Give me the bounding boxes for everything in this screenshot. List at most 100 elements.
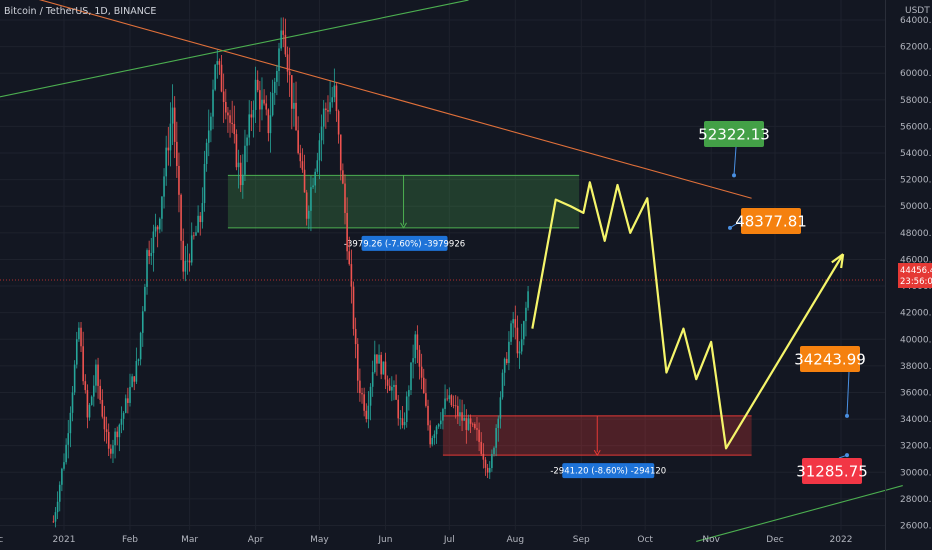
candle-body — [493, 447, 495, 455]
candle-body — [280, 30, 282, 49]
time-tick-label: Nov — [702, 535, 720, 545]
candle-body — [322, 108, 325, 127]
candle-body — [410, 362, 412, 391]
candle-body — [188, 260, 191, 263]
level-anchor-dot — [845, 413, 849, 418]
candle-body — [261, 99, 263, 110]
candle-body — [65, 444, 67, 463]
candle-body — [127, 398, 129, 403]
candle-body — [67, 433, 70, 445]
candle-body — [237, 162, 240, 168]
candle-body — [484, 459, 487, 468]
candle-body — [488, 468, 491, 473]
candle-body — [276, 70, 278, 82]
candle-body — [78, 327, 80, 340]
candle-body — [382, 361, 385, 375]
candle-body — [527, 291, 529, 308]
candle-body — [58, 484, 61, 502]
candle-body — [250, 114, 253, 118]
price-tick-label: 26000.00 — [900, 522, 932, 532]
candle-body — [512, 319, 514, 324]
candle-body — [195, 232, 197, 236]
price-tick-label: 48000.00 — [900, 229, 932, 239]
level-labels[interactable]: 52322.13 48377.81 34243.99 31285.75 — [698, 121, 868, 484]
time-tick-label: Feb — [122, 535, 138, 545]
level-connector — [733, 146, 737, 176]
candle-body — [146, 250, 148, 287]
time-tick-label: Jul — [443, 535, 455, 545]
level-label-bg[interactable] — [741, 208, 801, 234]
candle-body — [190, 235, 193, 263]
candle-body — [271, 92, 274, 116]
candle-body — [52, 521, 55, 523]
candle-body — [399, 418, 402, 420]
candle-body — [308, 210, 310, 219]
candle-body — [431, 437, 434, 445]
candle-body — [463, 418, 466, 421]
projection-line[interactable] — [531, 181, 845, 450]
candle-body — [401, 418, 404, 426]
candle-body — [361, 393, 363, 395]
candle-body — [378, 354, 380, 364]
candle-body — [141, 311, 144, 333]
candle-body — [356, 344, 359, 381]
candle-body — [520, 339, 523, 352]
candle-body — [333, 85, 336, 98]
candle-body — [212, 89, 214, 117]
candle-body — [510, 323, 512, 342]
candle-body — [525, 307, 527, 322]
candle-body — [354, 328, 357, 345]
time-axis[interactable]: ec 2021 Feb Mar Apr May Jun Jul Aug Sep Oct Nov Dec 2… — [0, 535, 852, 545]
price-tick-label: 52000.00 — [900, 176, 932, 186]
time-tick-label: Aug — [507, 535, 525, 545]
candle-body — [131, 376, 133, 387]
candle-body — [184, 260, 187, 272]
candle-body — [482, 453, 485, 460]
candle-body — [365, 410, 368, 420]
candle-body — [448, 395, 451, 400]
candle-body — [99, 385, 101, 400]
price-tick-label: 42000.00 — [900, 309, 932, 319]
candle-body — [233, 124, 236, 135]
candle-body — [397, 399, 400, 419]
candle-body — [122, 412, 125, 419]
candle-body — [203, 163, 206, 204]
candle-body — [244, 145, 246, 175]
chart-title: Bitcoin / TetherUS, 1D, BINANCE — [4, 6, 156, 17]
candle-body — [386, 379, 389, 386]
candle-body — [408, 390, 410, 397]
trendlines[interactable] — [0, 0, 903, 542]
level-label-bg[interactable] — [802, 458, 862, 484]
candle-body — [339, 134, 342, 171]
candle-body — [239, 162, 242, 186]
candle-body — [242, 174, 244, 186]
projection-path[interactable] — [531, 181, 845, 450]
candle-body — [154, 226, 157, 232]
last-price-tag-bg — [898, 263, 932, 288]
candle-body — [371, 372, 374, 387]
candle-body — [156, 226, 159, 230]
candle-body — [491, 454, 493, 469]
candle-body — [316, 160, 319, 172]
candle-body — [501, 372, 504, 398]
level-label-bg[interactable] — [704, 121, 764, 147]
candle-body — [412, 358, 414, 363]
level-label-bg[interactable] — [800, 346, 860, 372]
candle-body — [273, 81, 276, 93]
candle-body — [144, 286, 146, 312]
candle-body — [476, 428, 478, 430]
candle-body — [318, 140, 321, 161]
candle-body — [231, 122, 233, 125]
candle-body — [222, 91, 225, 103]
level-label-value: 31285.75 — [796, 463, 868, 481]
candle-body — [310, 187, 312, 211]
candle-body — [359, 380, 361, 394]
candle-body — [312, 185, 314, 188]
trendline-ascending-bottom[interactable] — [696, 485, 903, 542]
trendline-descending[interactable] — [17, 0, 752, 199]
price-tick-label: 58000.00 — [900, 96, 932, 106]
trendline-ascending-top[interactable] — [0, 0, 469, 100]
zone-measure-arrow — [400, 222, 407, 229]
candle-body — [73, 364, 76, 393]
